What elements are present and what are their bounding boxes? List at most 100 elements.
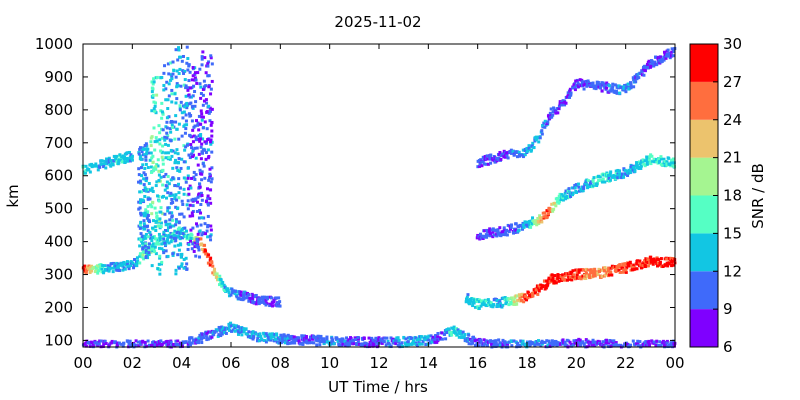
data-point [167, 241, 171, 245]
data-point [629, 83, 633, 87]
data-point [568, 340, 572, 344]
data-point [346, 344, 350, 348]
chart-title: 2025-11-02 [334, 13, 421, 31]
data-point [189, 143, 193, 147]
data-point [319, 339, 323, 343]
data-point [160, 247, 164, 251]
data-point [598, 175, 602, 179]
data-point [146, 229, 150, 233]
data-point [200, 198, 204, 202]
data-point [174, 158, 178, 162]
data-point [152, 77, 156, 81]
data-point [174, 48, 178, 52]
data-point [187, 93, 191, 97]
data-point [204, 232, 208, 236]
data-point [266, 334, 270, 338]
data-point [593, 274, 597, 278]
data-point [632, 263, 636, 267]
data-point [495, 304, 499, 308]
data-point [244, 296, 248, 300]
data-point [353, 336, 357, 340]
data-point [156, 158, 160, 162]
data-point [372, 341, 376, 345]
data-point [532, 146, 536, 150]
data-point [140, 235, 144, 239]
data-point [577, 270, 581, 274]
data-point [489, 153, 493, 157]
data-point [475, 341, 479, 345]
data-point [520, 292, 524, 296]
data-point [625, 342, 629, 346]
data-point [138, 146, 142, 150]
data-point [150, 247, 154, 251]
data-point [643, 164, 647, 168]
data-point [535, 288, 539, 292]
data-point [505, 153, 509, 157]
data-point [655, 63, 659, 67]
data-point [436, 331, 440, 335]
data-point [595, 182, 599, 186]
data-point [540, 220, 544, 224]
data-point [573, 186, 577, 190]
data-point [137, 180, 141, 184]
data-point [202, 336, 206, 340]
data-point [188, 86, 192, 90]
data-point [179, 254, 183, 258]
data-point [584, 271, 588, 275]
data-point [590, 83, 594, 87]
data-point [265, 297, 269, 301]
data-point [633, 168, 637, 172]
data-point [174, 218, 178, 222]
data-point [562, 340, 566, 344]
data-point [665, 341, 669, 345]
data-point [656, 261, 660, 265]
data-point [160, 150, 164, 154]
data-point [293, 341, 297, 345]
data-point [605, 86, 609, 90]
data-point [569, 92, 573, 96]
data-point [598, 340, 602, 344]
data-point [271, 304, 275, 308]
data-point [254, 293, 258, 297]
data-point [475, 299, 479, 303]
data-point [552, 106, 556, 110]
data-point [220, 282, 224, 286]
data-point [240, 333, 244, 337]
data-point [421, 339, 425, 343]
data-point [199, 133, 203, 137]
data-point [128, 339, 132, 343]
data-point [484, 299, 488, 303]
data-point [635, 164, 639, 168]
data-point [657, 157, 661, 161]
data-point [193, 104, 197, 108]
colorbar-segment [690, 233, 718, 272]
data-point [198, 182, 202, 186]
data-point [576, 81, 580, 85]
data-point [620, 172, 624, 176]
data-point [659, 257, 663, 261]
data-point [254, 302, 258, 306]
data-point [164, 184, 168, 188]
data-point [637, 166, 641, 170]
data-point [170, 215, 174, 219]
data-point [519, 339, 523, 343]
data-point [356, 336, 360, 340]
data-point [273, 337, 277, 341]
data-point [161, 235, 165, 239]
data-point [151, 343, 155, 347]
data-point [227, 291, 231, 295]
data-point [184, 84, 188, 88]
data-point [574, 268, 578, 272]
data-point [298, 342, 302, 346]
data-point [530, 221, 534, 225]
data-point [259, 335, 263, 339]
data-point [592, 84, 596, 88]
data-point [591, 271, 595, 275]
data-point [452, 325, 456, 329]
data-point [623, 83, 627, 87]
colorbar-tick-label: 12 [723, 262, 742, 280]
data-point [149, 170, 153, 174]
data-point [252, 335, 256, 339]
data-point [589, 275, 593, 279]
data-point [190, 152, 194, 156]
